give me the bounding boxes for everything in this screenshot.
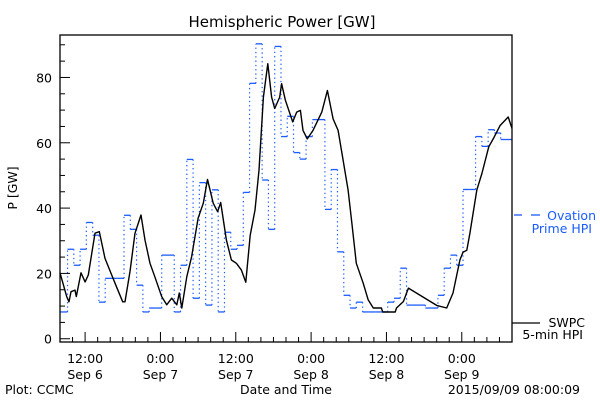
y-tick-label: 80 xyxy=(36,70,52,85)
x-tick-date-label: Sep 7 xyxy=(218,367,254,382)
plot-frame xyxy=(59,34,513,343)
legend-swpc-label-2: 5-min HPI xyxy=(522,327,583,342)
x-tick-time-label: 12:00 xyxy=(67,351,103,366)
plot-series xyxy=(59,43,513,313)
swpc-hpi-line xyxy=(59,63,513,313)
y-axis-label: P [GW] xyxy=(5,166,20,209)
x-tick-date-label: Sep 8 xyxy=(293,367,329,382)
y-tick-label: 60 xyxy=(36,136,52,151)
chart-title: Hemispheric Power [GW] xyxy=(189,13,376,31)
legend: Ovation Prime HPI SWPC 5-min HPI xyxy=(512,208,596,342)
x-tick-date-label: Sep 9 xyxy=(444,367,480,382)
x-tick-date-label: Sep 8 xyxy=(369,367,405,382)
x-tick-date-label: Sep 6 xyxy=(67,367,103,382)
x-tick-time-label: 0:00 xyxy=(297,351,325,366)
x-axis-label: Date and Time xyxy=(240,382,332,397)
x-tick-date-label: Sep 7 xyxy=(143,367,179,382)
plot-timestamp: 2015/09/09 08:00:09 xyxy=(448,382,580,397)
y-tick-label: 20 xyxy=(36,266,52,281)
y-tick-label: 0 xyxy=(44,332,52,347)
plot-credit: Plot: CCMC xyxy=(5,382,74,397)
x-tick-time-label: 0:00 xyxy=(448,351,476,366)
legend-swpc-label: SWPC xyxy=(548,315,585,330)
y-tick-label: 40 xyxy=(36,201,52,216)
legend-ovation-label: Ovation xyxy=(547,208,596,223)
x-tick-time-label: 12:00 xyxy=(218,351,254,366)
x-tick-time-label: 0:00 xyxy=(146,351,174,366)
legend-ovation-label-2: Prime HPI xyxy=(532,221,592,236)
x-tick-time-label: 12:00 xyxy=(368,351,404,366)
